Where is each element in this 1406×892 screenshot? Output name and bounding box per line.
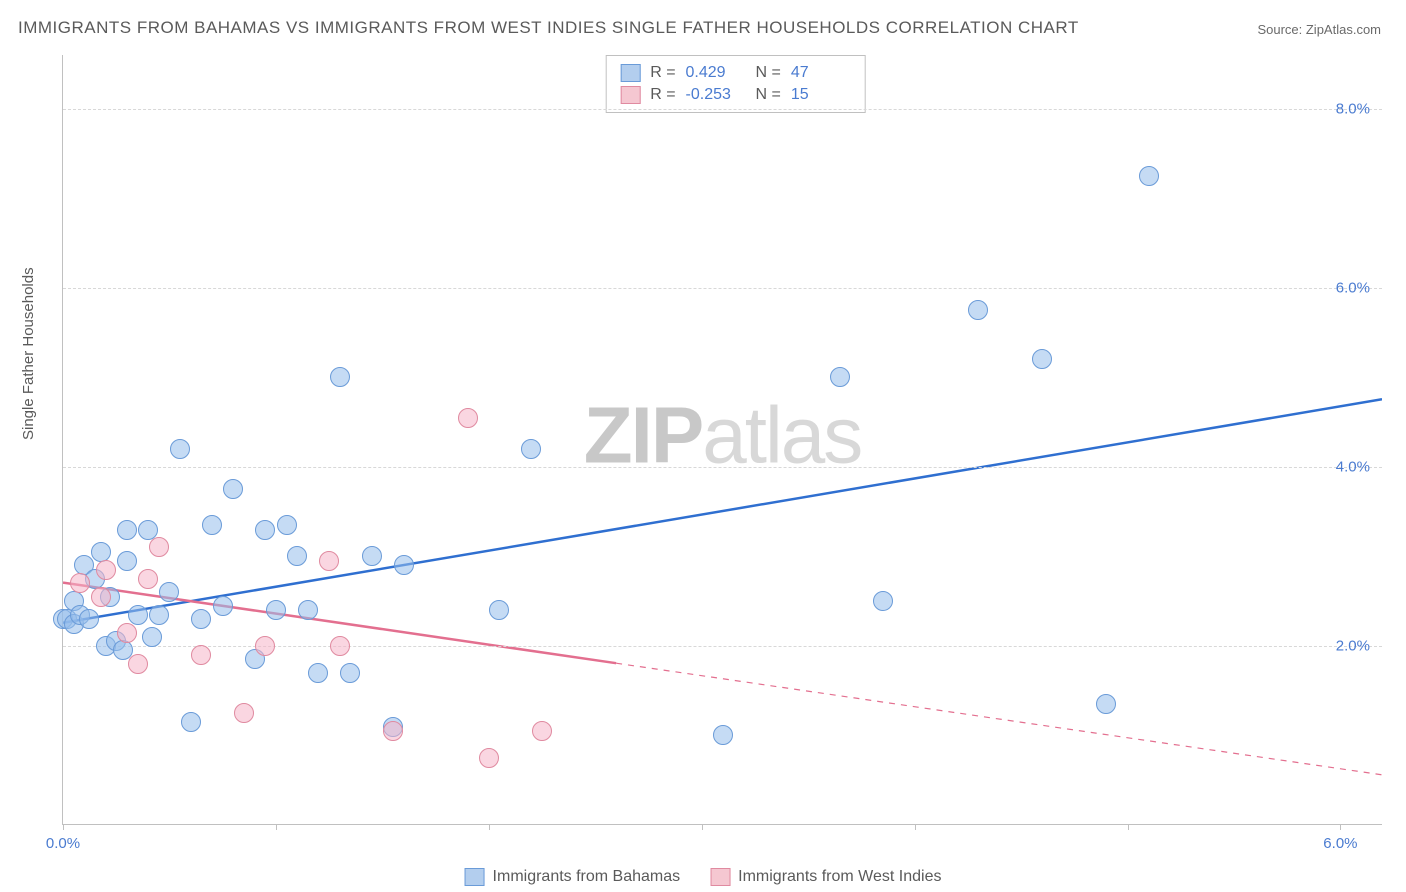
scatter-point: [532, 721, 552, 741]
watermark-zip: ZIP: [584, 390, 702, 479]
scatter-point: [287, 546, 307, 566]
x-tick: [1128, 824, 1129, 830]
y-tick-label: 8.0%: [1336, 100, 1370, 117]
x-tick-label: 6.0%: [1323, 835, 1357, 852]
bottom-legend: Immigrants from Bahamas Immigrants from …: [465, 868, 942, 886]
scatter-point: [117, 520, 137, 540]
x-tick: [702, 824, 703, 830]
gridline: [63, 109, 1382, 110]
scatter-point: [128, 605, 148, 625]
y-axis-label: Single Father Households: [20, 267, 37, 440]
scatter-point: [1032, 349, 1052, 369]
scatter-point: [223, 479, 243, 499]
scatter-point: [117, 551, 137, 571]
scatter-point: [298, 600, 318, 620]
scatter-point: [479, 748, 499, 768]
scatter-point: [117, 623, 137, 643]
legend-item-1: Immigrants from Bahamas: [465, 868, 681, 886]
scatter-point: [96, 560, 116, 580]
chart-title: IMMIGRANTS FROM BAHAMAS VS IMMIGRANTS FR…: [18, 18, 1079, 38]
x-tick: [1340, 824, 1341, 830]
y-tick-label: 6.0%: [1336, 279, 1370, 296]
plot-area: ZIPatlas R = 0.429 N = 47 R = -0.253 N =…: [62, 55, 1382, 825]
scatter-point: [91, 542, 111, 562]
scatter-point: [70, 573, 90, 593]
legend-item-2: Immigrants from West Indies: [710, 868, 941, 886]
scatter-point: [277, 515, 297, 535]
stat-r-value-2: -0.253: [686, 86, 746, 104]
scatter-point: [191, 609, 211, 629]
scatter-point: [149, 605, 169, 625]
scatter-point: [170, 439, 190, 459]
y-tick-label: 2.0%: [1336, 637, 1370, 654]
scatter-point: [713, 725, 733, 745]
scatter-point: [362, 546, 382, 566]
scatter-point: [830, 367, 850, 387]
scatter-point: [142, 627, 162, 647]
scatter-point: [149, 537, 169, 557]
watermark-atlas: atlas: [702, 390, 861, 479]
scatter-point: [159, 582, 179, 602]
legend-label-1: Immigrants from Bahamas: [493, 868, 681, 886]
y-tick-label: 4.0%: [1336, 458, 1370, 475]
scatter-point: [308, 663, 328, 683]
chart-svg: [63, 55, 1382, 824]
swatch-blue-icon: [620, 64, 640, 82]
gridline: [63, 288, 1382, 289]
scatter-point: [968, 300, 988, 320]
scatter-point: [202, 515, 222, 535]
legend-swatch-pink-icon: [710, 868, 730, 886]
stat-r-value-1: 0.429: [686, 64, 746, 82]
swatch-pink-icon: [620, 86, 640, 104]
stat-n-value-2: 15: [791, 86, 851, 104]
source-label: Source: ZipAtlas.com: [1257, 22, 1381, 37]
scatter-point: [330, 636, 350, 656]
scatter-point: [138, 520, 158, 540]
scatter-point: [255, 636, 275, 656]
stats-box: R = 0.429 N = 47 R = -0.253 N = 15: [605, 55, 866, 113]
legend-swatch-blue-icon: [465, 868, 485, 886]
scatter-point: [128, 654, 148, 674]
scatter-point: [181, 712, 201, 732]
stat-n-label-2: N =: [756, 86, 781, 104]
scatter-point: [79, 609, 99, 629]
scatter-point: [1096, 694, 1116, 714]
stats-row-2: R = -0.253 N = 15: [620, 84, 851, 106]
stat-n-label-1: N =: [756, 64, 781, 82]
scatter-point: [91, 587, 111, 607]
scatter-point: [266, 600, 286, 620]
gridline: [63, 467, 1382, 468]
x-tick: [915, 824, 916, 830]
scatter-point: [319, 551, 339, 571]
x-tick-label: 0.0%: [46, 835, 80, 852]
stats-row-1: R = 0.429 N = 47: [620, 62, 851, 84]
scatter-point: [521, 439, 541, 459]
stat-r-label-2: R =: [650, 86, 675, 104]
scatter-point: [383, 721, 403, 741]
scatter-point: [489, 600, 509, 620]
scatter-point: [394, 555, 414, 575]
scatter-point: [255, 520, 275, 540]
x-tick: [489, 824, 490, 830]
scatter-point: [1139, 166, 1159, 186]
legend-label-2: Immigrants from West Indies: [738, 868, 941, 886]
x-tick: [63, 824, 64, 830]
scatter-point: [873, 591, 893, 611]
scatter-point: [234, 703, 254, 723]
stat-r-label-1: R =: [650, 64, 675, 82]
scatter-point: [213, 596, 233, 616]
scatter-point: [458, 408, 478, 428]
scatter-point: [330, 367, 350, 387]
scatter-point: [138, 569, 158, 589]
x-tick: [276, 824, 277, 830]
scatter-point: [191, 645, 211, 665]
stat-n-value-1: 47: [791, 64, 851, 82]
scatter-point: [340, 663, 360, 683]
